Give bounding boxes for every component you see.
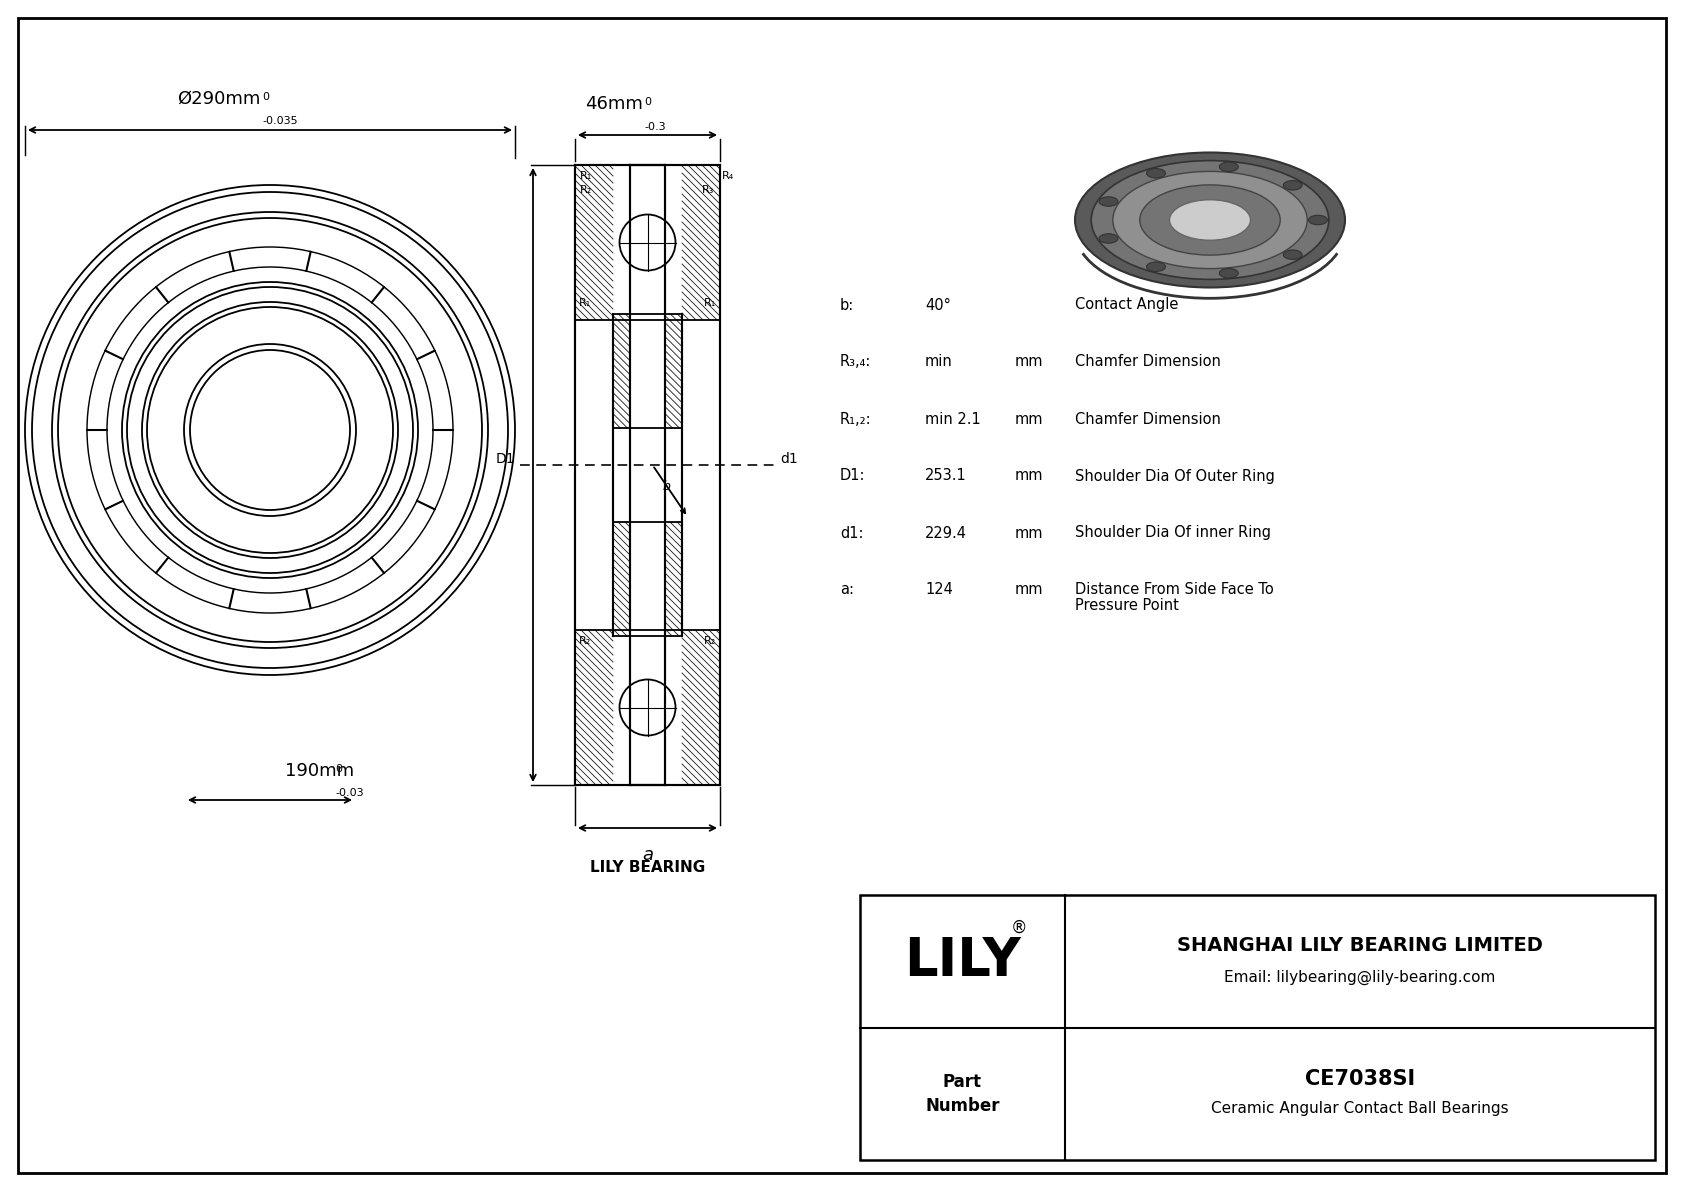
Text: d1: d1 xyxy=(780,453,798,466)
Ellipse shape xyxy=(1283,250,1302,260)
Text: a:: a: xyxy=(840,582,854,598)
Text: 0: 0 xyxy=(335,763,342,774)
Ellipse shape xyxy=(1074,152,1346,287)
Text: mm: mm xyxy=(1015,412,1044,426)
Text: R₂: R₂ xyxy=(579,636,591,646)
Ellipse shape xyxy=(1147,262,1165,272)
Text: Contact Angle: Contact Angle xyxy=(1074,298,1179,312)
Ellipse shape xyxy=(1091,161,1329,280)
Text: SHANGHAI LILY BEARING LIMITED: SHANGHAI LILY BEARING LIMITED xyxy=(1177,936,1543,955)
Text: 46mm: 46mm xyxy=(584,95,643,113)
Text: a: a xyxy=(642,846,653,863)
Ellipse shape xyxy=(1219,162,1238,172)
Text: 253.1: 253.1 xyxy=(925,468,967,484)
Text: b:: b: xyxy=(840,298,854,312)
Ellipse shape xyxy=(1100,197,1118,206)
Text: Shoulder Dia Of Outer Ring: Shoulder Dia Of Outer Ring xyxy=(1074,468,1275,484)
Text: mm: mm xyxy=(1015,582,1044,598)
Text: -0.035: -0.035 xyxy=(263,116,298,126)
Text: Ceramic Angular Contact Ball Bearings: Ceramic Angular Contact Ball Bearings xyxy=(1211,1102,1509,1116)
Ellipse shape xyxy=(1140,185,1280,255)
Ellipse shape xyxy=(1308,216,1327,225)
Text: R₁,₂:: R₁,₂: xyxy=(840,412,872,426)
Text: R₄: R₄ xyxy=(722,172,734,181)
Text: mm: mm xyxy=(1015,355,1044,369)
Text: Chamfer Dimension: Chamfer Dimension xyxy=(1074,355,1221,369)
Text: D1:: D1: xyxy=(840,468,866,484)
Ellipse shape xyxy=(1219,268,1238,278)
Text: ®: ® xyxy=(1010,918,1027,936)
Ellipse shape xyxy=(1147,168,1165,177)
Text: -0.3: -0.3 xyxy=(645,121,667,132)
Text: D1: D1 xyxy=(495,453,515,466)
Text: R₁: R₁ xyxy=(704,298,716,308)
Text: -0.03: -0.03 xyxy=(335,788,364,798)
Ellipse shape xyxy=(1100,233,1118,243)
Text: R₁: R₁ xyxy=(579,172,593,181)
Text: 0: 0 xyxy=(263,92,269,102)
Text: mm: mm xyxy=(1015,468,1044,484)
Text: 40°: 40° xyxy=(925,298,951,312)
Text: R₃: R₃ xyxy=(702,185,714,195)
Text: 229.4: 229.4 xyxy=(925,525,967,541)
Text: b: b xyxy=(662,480,670,493)
Text: LILY: LILY xyxy=(904,935,1021,987)
Text: R₃,₄:: R₃,₄: xyxy=(840,355,871,369)
Ellipse shape xyxy=(1113,172,1307,269)
Text: 0: 0 xyxy=(645,96,652,107)
Text: mm: mm xyxy=(1015,525,1044,541)
Text: Ø290mm: Ø290mm xyxy=(177,91,259,108)
Text: 124: 124 xyxy=(925,582,953,598)
Ellipse shape xyxy=(1169,200,1251,241)
Text: min 2.1: min 2.1 xyxy=(925,412,980,426)
Text: Chamfer Dimension: Chamfer Dimension xyxy=(1074,412,1221,426)
Text: Pressure Point: Pressure Point xyxy=(1074,598,1179,612)
Bar xyxy=(861,894,1655,1160)
Text: min: min xyxy=(925,355,953,369)
Ellipse shape xyxy=(1283,181,1302,191)
Text: LILY BEARING: LILY BEARING xyxy=(589,861,706,875)
Text: Email: lilybearing@lily-bearing.com: Email: lilybearing@lily-bearing.com xyxy=(1224,969,1495,985)
Text: R₁: R₁ xyxy=(579,298,591,308)
Text: R₂: R₂ xyxy=(704,636,716,646)
Text: Part
Number: Part Number xyxy=(925,1073,1000,1115)
Text: d1:: d1: xyxy=(840,525,864,541)
Text: R₂: R₂ xyxy=(579,185,593,195)
Text: 190mm: 190mm xyxy=(285,762,354,780)
Text: Distance From Side Face To: Distance From Side Face To xyxy=(1074,582,1273,598)
Text: CE7038SI: CE7038SI xyxy=(1305,1068,1415,1089)
Text: Shoulder Dia Of inner Ring: Shoulder Dia Of inner Ring xyxy=(1074,525,1271,541)
